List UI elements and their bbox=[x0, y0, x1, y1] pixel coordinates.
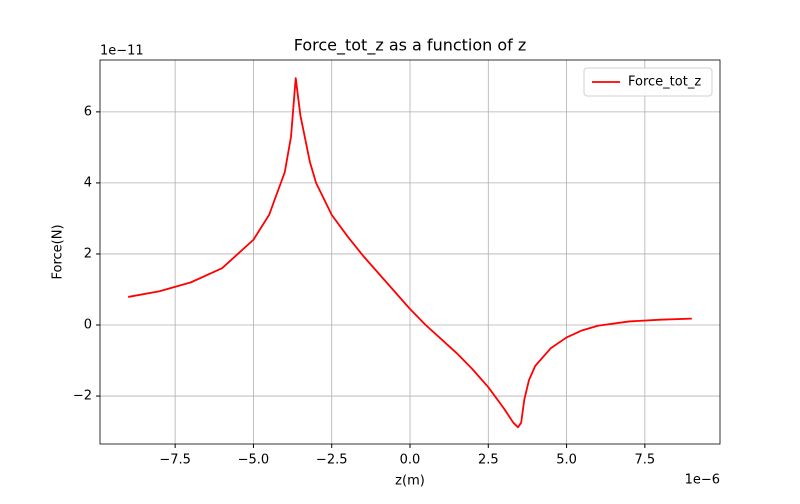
y-tick-label: 0 bbox=[84, 317, 92, 332]
y-tick-label: 2 bbox=[84, 246, 92, 261]
y-tick-label: −2 bbox=[73, 389, 92, 404]
y-axis-label: Force(N) bbox=[51, 224, 66, 279]
y-tick-label: 6 bbox=[84, 104, 92, 119]
y-tick-label: 4 bbox=[84, 175, 92, 190]
data-line bbox=[128, 77, 692, 429]
y-offset-label: 1e−11 bbox=[100, 44, 144, 59]
legend-box bbox=[583, 67, 713, 97]
x-tick-label: 5.0 bbox=[556, 453, 577, 468]
x-tick-label: 0.0 bbox=[400, 453, 421, 468]
x-tick-label: −5.0 bbox=[238, 453, 270, 468]
x-tick-label: −2.5 bbox=[316, 453, 348, 468]
x-offset-label: 1e−6 bbox=[685, 473, 720, 488]
x-tick-label: 7.5 bbox=[635, 453, 656, 468]
x-tick-label: −7.5 bbox=[159, 453, 191, 468]
legend-label: Force_tot_z bbox=[628, 75, 701, 90]
x-axis-label: z(m) bbox=[395, 474, 425, 489]
plot-frame bbox=[99, 59, 721, 445]
x-tick-label: 2.5 bbox=[478, 453, 499, 468]
chart-title: Force_tot_z as a function of z bbox=[294, 36, 527, 56]
